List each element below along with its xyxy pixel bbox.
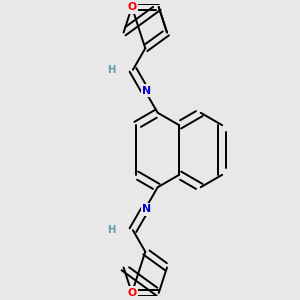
Text: N: N: [142, 204, 151, 214]
Text: N: N: [142, 86, 151, 96]
Text: O: O: [127, 288, 136, 298]
Text: O: O: [127, 2, 136, 12]
Text: H: H: [108, 65, 116, 75]
Text: H: H: [108, 225, 116, 235]
